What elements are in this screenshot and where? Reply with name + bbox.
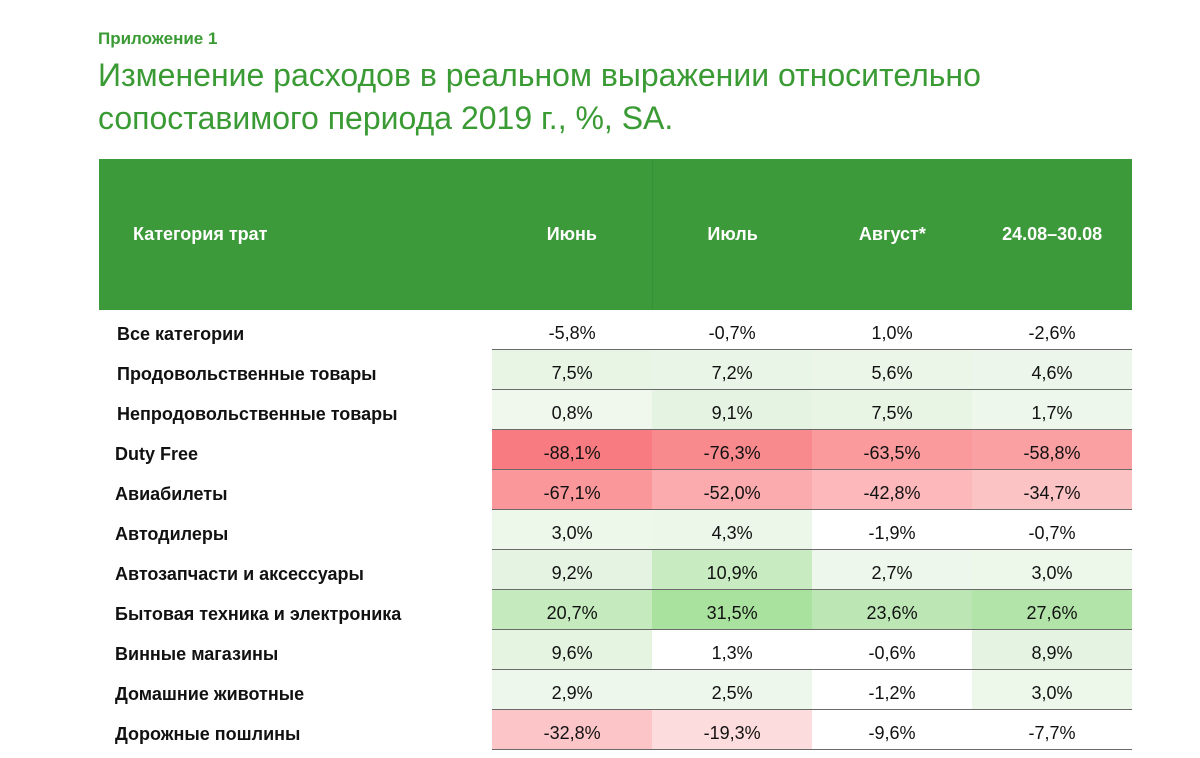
row-value-cell: -42,8% (812, 470, 973, 510)
row-value-cell: -58,8% (972, 430, 1132, 470)
row-value-cell: -0,7% (972, 510, 1132, 550)
row-value-cell: 2,9% (492, 670, 653, 710)
table-row: Винные магазины 9,6% 1,3% -0,6% 8,9% (99, 630, 1132, 670)
row-value-cell: -2,6% (972, 310, 1132, 350)
row-value-cell: 7,2% (652, 350, 813, 390)
row-value-cell: 10,9% (652, 550, 813, 590)
header-category: Категория трат (133, 224, 268, 244)
row-category-label: Duty Free (115, 443, 199, 464)
row-category-label: Автозапчасти и аксессуары (115, 563, 364, 584)
row-value-cell: 2,7% (812, 550, 973, 590)
table-row: Продовольственные товары 7,5% 7,2% 5,6% 4,6% (99, 350, 1132, 390)
row-value-cell: -1,9% (812, 510, 973, 550)
table-row: Все категории -5,8% -0,7% 1,0% -2,6% (99, 310, 1132, 350)
row-value-cell: 4,6% (972, 350, 1132, 390)
table-row: Авиабилеты -67,1% -52,0% -42,8% -34,7% (99, 470, 1132, 510)
row-category-label: Винные магазины (115, 643, 279, 664)
row-value-cell: -34,7% (972, 470, 1132, 510)
row-value-cell: 7,5% (812, 390, 973, 430)
row-value-cell: -0,7% (652, 310, 813, 350)
table-row: Дорожные пошлины -32,8% -19,3% -9,6% -7,7% (99, 710, 1132, 750)
row-value-cell: 5,6% (812, 350, 973, 390)
row-category-label: Авиабилеты (115, 483, 228, 504)
row-value-cell: 9,2% (492, 550, 653, 590)
row-value-cell: 3,0% (972, 670, 1132, 710)
row-value-cell: 31,5% (652, 590, 813, 630)
row-value-cell: 1,0% (812, 310, 973, 350)
row-value-cell: 20,7% (492, 590, 653, 630)
row-value-cell: 8,9% (972, 630, 1132, 670)
header-august: Август* (858, 224, 926, 244)
row-category-label: Бытовая техника и электроника (115, 603, 402, 624)
appendix-label: Приложение 1 (98, 29, 218, 48)
row-value-cell: -7,7% (972, 710, 1132, 750)
row-value-cell: -9,6% (812, 710, 973, 750)
row-value-cell: 4,3% (652, 510, 813, 550)
row-value-cell: 2,5% (652, 670, 813, 710)
table-row: Duty Free -88,1% -76,3% -63,5% -58,8% (99, 430, 1132, 470)
row-value-cell: -67,1% (492, 470, 653, 510)
row-value-cell: 1,3% (652, 630, 813, 670)
row-value-cell: -63,5% (812, 430, 973, 470)
row-value-cell: 9,6% (492, 630, 653, 670)
row-value-cell: -88,1% (492, 430, 653, 470)
row-value-cell: 3,0% (972, 550, 1132, 590)
header-week: 24.08–30.08 (1002, 224, 1103, 244)
table-row: Бытовая техника и электроника 20,7% 31,5% 2… (99, 590, 1132, 630)
page-title: Изменение расходов в реальном выражении … (98, 57, 981, 136)
row-category-label: Все категории (117, 323, 245, 344)
row-category-label: Автодилеры (115, 523, 229, 544)
row-category-label: Продовольственные товары (117, 363, 377, 384)
spending-table: Категория трат Июнь Июль Август* 24.08–3… (99, 159, 1132, 750)
row-value-cell: -0,6% (812, 630, 973, 670)
table-header: Категория трат Июнь Июль Август* 24.08–3… (99, 159, 1132, 310)
table-body: Все категории -5,8% -0,7% 1,0% -2,6% Продовол… (99, 310, 1132, 750)
row-value-cell: 9,1% (652, 390, 813, 430)
row-category-label: Домашние животные (115, 683, 305, 704)
row-value-cell: 23,6% (812, 590, 973, 630)
row-category-label: Непродовольственные товары (117, 403, 398, 424)
row-value-cell: -76,3% (652, 430, 813, 470)
row-value-cell: 0,8% (492, 390, 653, 430)
table-row: Домашние животные 2,9% 2,5% -1,2% 3,0% (99, 670, 1132, 710)
row-value-cell: 7,5% (492, 350, 653, 390)
row-value-cell: -19,3% (652, 710, 813, 750)
header-july: Июль (651, 159, 813, 310)
table-row: Автодилеры 3,0% 4,3% -1,9% -0,7% (99, 510, 1132, 550)
table-row: Непродовольственные товары 0,8% 9,1% 7,5% 1,… (99, 390, 1132, 430)
row-value-cell: -32,8% (492, 710, 653, 750)
table-row: Автозапчасти и аксессуары 9,2% 10,9% 2,7% 3,… (99, 550, 1132, 590)
row-value-cell: 27,6% (972, 590, 1132, 630)
row-value-cell: 1,7% (972, 390, 1132, 430)
row-value-cell: 3,0% (492, 510, 653, 550)
header-june: Июнь (546, 224, 597, 244)
row-value-cell: -1,2% (812, 670, 973, 710)
row-value-cell: -5,8% (492, 310, 653, 350)
row-value-cell: -52,0% (652, 470, 813, 510)
row-category-label: Дорожные пошлины (115, 723, 301, 744)
